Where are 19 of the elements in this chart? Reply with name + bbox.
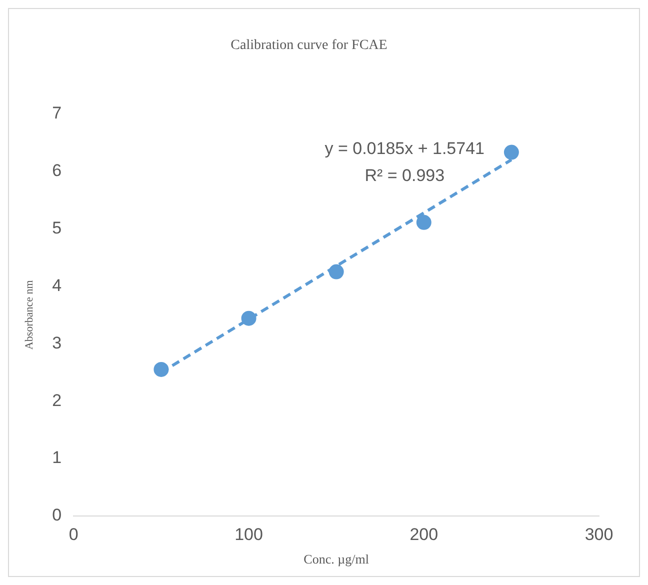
y-axis-title: Absorbance nm [23,280,36,350]
x-tick-label: 0 [68,524,78,544]
x-tick-label: 300 [584,524,614,544]
annotation: y = 0.0185x + 1.5741 [324,138,484,158]
x-tick-label: 100 [234,524,263,544]
y-tick-label: 3 [52,333,62,352]
y-tick-label: 5 [52,218,62,238]
y-tick-label: 6 [52,160,62,180]
y-tick-label: 0 [52,506,62,525]
point [504,144,519,160]
x-tick-label: 200 [410,524,438,544]
chart-title: Calibration curve for FCAE [230,38,388,54]
y-tick-label: 4 [52,276,62,295]
x-axis-title: Conc. µg/ml [304,552,370,567]
y-tick-label: 1 [52,448,62,468]
annotation: R² = 0.993 [364,166,445,185]
y-tick-label: 7 [52,103,62,122]
y-tick-label: 2 [52,390,62,410]
point [416,214,432,230]
